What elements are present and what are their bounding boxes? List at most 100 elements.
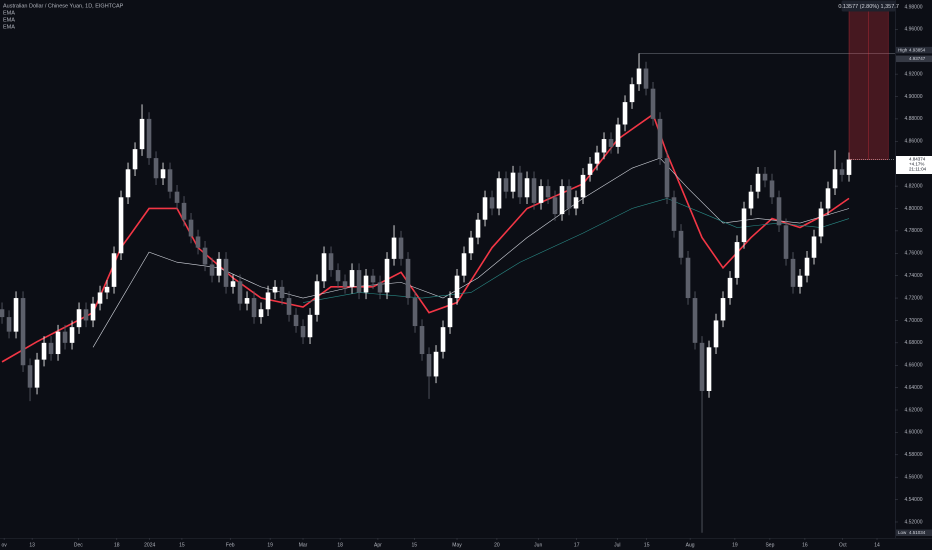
candle-body <box>356 270 362 293</box>
x-tick-label: 15 <box>179 542 185 548</box>
candle-body <box>461 253 467 276</box>
y-tick-label: 4.86000 <box>904 139 922 145</box>
candle-body <box>783 225 789 259</box>
candle-body <box>552 197 558 215</box>
candle-body <box>160 169 166 179</box>
candle-body <box>111 253 117 287</box>
plot-area <box>0 53 895 533</box>
candle-body <box>629 84 635 103</box>
candle-body <box>769 180 775 198</box>
candle-body <box>230 281 236 287</box>
candle-body <box>370 275 376 283</box>
candle-body <box>643 68 649 89</box>
x-tick-label: Jun <box>534 542 542 548</box>
candle-body <box>125 169 131 198</box>
candle-body <box>741 208 747 243</box>
candle-body <box>391 237 397 259</box>
y-tick-label: 4.62000 <box>904 407 922 413</box>
candle-body <box>62 331 68 343</box>
candle-body <box>699 342 705 391</box>
candle-body <box>825 188 831 209</box>
high-label: High <box>898 47 908 52</box>
legend-entry: EMA <box>3 24 15 30</box>
candle-body <box>118 197 124 254</box>
candle-body <box>202 247 208 265</box>
candle-body <box>335 270 341 282</box>
candle-body <box>601 139 607 153</box>
candle-body <box>209 264 215 276</box>
x-tick-label: 20 <box>494 542 500 548</box>
candle-body <box>594 152 600 164</box>
legend-entry: EMA <box>3 10 15 16</box>
x-tick-label: ov <box>1 542 7 548</box>
candle-body <box>510 172 516 192</box>
candle-body <box>426 354 432 377</box>
last-change: +4.17% <box>909 162 924 167</box>
candle-body <box>573 197 579 209</box>
level-label: 4.93747 <box>909 56 926 61</box>
y-tick-label: 4.58000 <box>904 452 922 458</box>
candle-body <box>433 351 439 377</box>
candle-body <box>524 178 530 198</box>
candle-body <box>349 270 355 287</box>
x-tick-label: 14 <box>874 542 880 548</box>
candle-body <box>216 258 222 276</box>
candle-body <box>811 236 817 258</box>
candle-body <box>846 159 852 175</box>
low-label: Low <box>898 530 907 535</box>
candle-body <box>251 298 257 318</box>
candle-body <box>104 286 110 293</box>
candle-body <box>328 253 334 271</box>
candle-body <box>188 219 194 237</box>
candle-body <box>398 237 404 259</box>
x-tick-label: 15 <box>412 542 418 548</box>
y-tick-label: 4.92000 <box>904 71 922 77</box>
x-tick-label: 13 <box>29 542 35 548</box>
x-tick-label: 16 <box>802 542 808 548</box>
low-label-box <box>896 529 932 537</box>
candle-body <box>20 298 26 366</box>
candle-body <box>363 275 369 293</box>
candle-body <box>314 281 320 315</box>
x-tick-label: 18 <box>114 542 120 548</box>
candle-body <box>265 292 271 310</box>
candle-body <box>223 258 229 287</box>
candle-body <box>790 258 796 287</box>
candle-body <box>132 149 138 170</box>
candle-body <box>384 258 390 293</box>
x-tick-label: Sep <box>765 542 774 548</box>
candle-body <box>244 298 250 304</box>
candle-body <box>307 314 313 338</box>
candle-body <box>496 178 502 209</box>
candle-body <box>146 118 152 159</box>
candle-body <box>13 298 19 332</box>
x-tick-label: 19 <box>267 542 273 548</box>
candle-body <box>237 281 243 304</box>
candle-body <box>503 178 509 192</box>
x-tick-label: Mar <box>299 542 308 548</box>
candle-body <box>727 277 733 299</box>
legend-entry: EMA <box>3 17 15 23</box>
candle-body <box>279 286 285 299</box>
x-tick-label: Dec <box>74 542 83 548</box>
candle-body <box>174 191 180 203</box>
candle-body <box>587 163 593 175</box>
candle-body <box>678 230 684 258</box>
candle-body <box>41 342 47 360</box>
candle-body <box>538 186 544 203</box>
x-tick-label: Apr <box>374 542 382 548</box>
x-tick-label: Feb <box>226 542 235 548</box>
y-tick-label: 4.90000 <box>904 94 922 100</box>
candle-body <box>181 202 187 220</box>
candle-body <box>447 298 453 328</box>
last-price: 4.84374 <box>909 157 926 162</box>
candle-body <box>804 257 810 276</box>
candle-body <box>797 275 803 287</box>
y-tick-label: 4.64000 <box>904 385 922 391</box>
candle-body <box>153 158 159 179</box>
y-tick-label: 4.72000 <box>904 295 922 301</box>
x-tick-label: Oct <box>839 542 847 548</box>
countdown: 21:11:04 <box>909 167 927 172</box>
high-label-box <box>896 46 932 54</box>
candle-body <box>636 68 642 85</box>
